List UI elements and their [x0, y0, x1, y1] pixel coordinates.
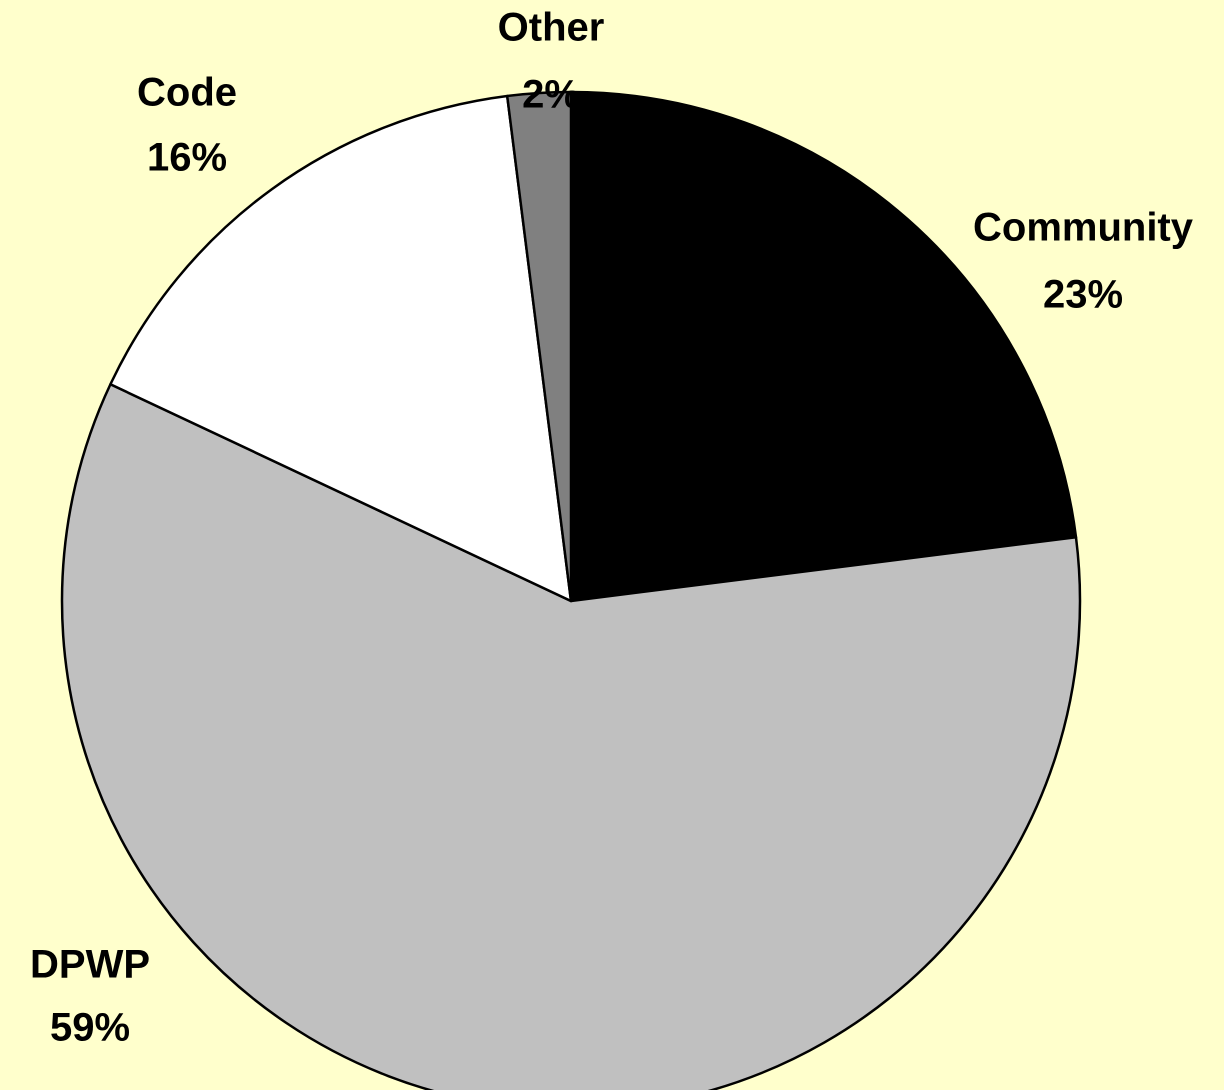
- pie-slice: [505, 90, 573, 603]
- slice-label: Other: [498, 6, 605, 50]
- slice-value-label: 16%: [147, 136, 227, 180]
- pie-slice: [60, 383, 1082, 1090]
- pie-slice: [109, 94, 573, 603]
- slice-value-label: 23%: [1043, 273, 1123, 317]
- slice-value-label: 59%: [50, 1006, 130, 1050]
- slice-label: Community: [973, 206, 1194, 250]
- pie-slice: [569, 90, 1078, 603]
- slice-label: Code: [137, 71, 237, 115]
- slice-label: DPWP: [30, 943, 150, 987]
- slice-value-label: 2%: [522, 73, 580, 117]
